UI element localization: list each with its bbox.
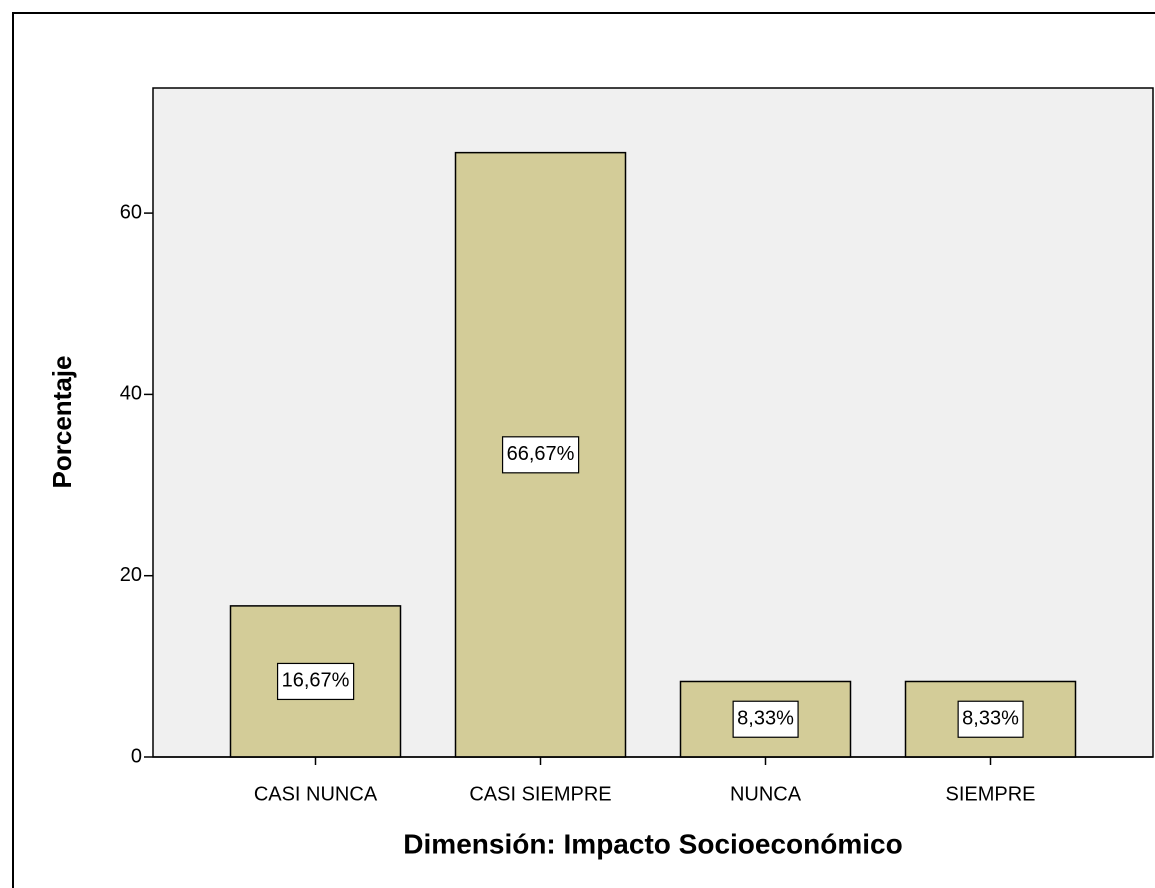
x-tick-label: SIEMPRE bbox=[945, 783, 1035, 805]
x-tick-label: CASI SIEMPRE bbox=[469, 783, 611, 805]
y-axis-title: Porcentaje bbox=[47, 356, 77, 489]
value-label-box bbox=[732, 700, 799, 738]
value-label: 66,67% bbox=[507, 443, 575, 465]
y-tick-label: 60 bbox=[120, 201, 142, 223]
x-tick-label: NUNCA bbox=[730, 783, 802, 805]
x-axis-title: Dimensión: Impacto Socioeconómico bbox=[403, 828, 902, 859]
value-label-box bbox=[501, 436, 580, 474]
y-tick-label: 40 bbox=[120, 383, 142, 405]
value-label: 8,33% bbox=[962, 708, 1019, 730]
value-label: 8,33% bbox=[737, 708, 794, 730]
value-label-box bbox=[957, 700, 1024, 738]
value-label: 16,67% bbox=[282, 670, 350, 692]
x-tick-label: CASI NUNCA bbox=[254, 783, 378, 805]
value-label-box bbox=[276, 662, 355, 701]
y-tick-label: 0 bbox=[131, 745, 142, 767]
y-tick-label: 20 bbox=[120, 564, 142, 586]
